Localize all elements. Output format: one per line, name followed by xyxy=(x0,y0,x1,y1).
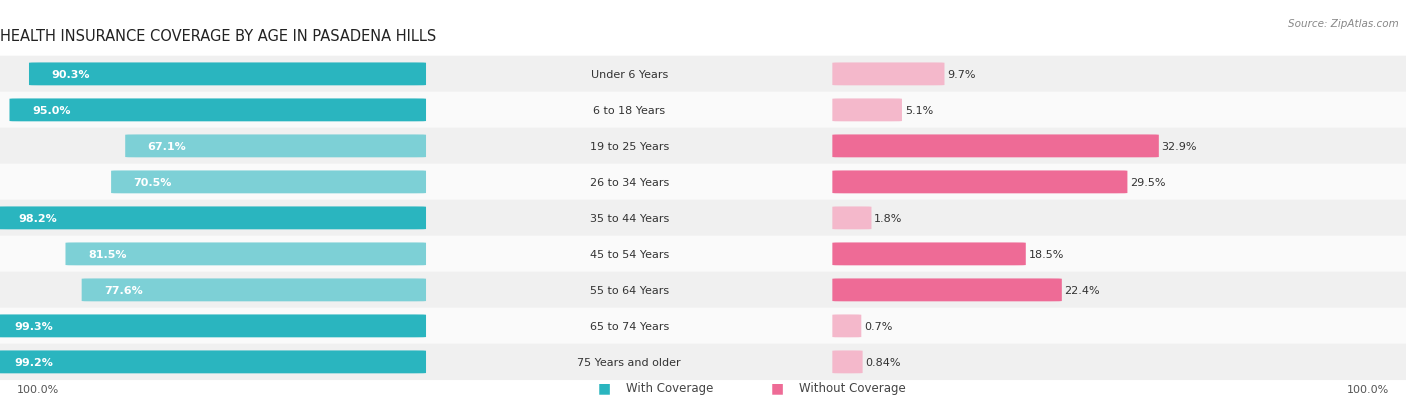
FancyBboxPatch shape xyxy=(125,135,426,158)
Text: 99.3%: 99.3% xyxy=(14,321,53,331)
FancyBboxPatch shape xyxy=(0,93,1406,129)
FancyBboxPatch shape xyxy=(0,164,1406,201)
Text: 75 Years and older: 75 Years and older xyxy=(578,357,681,367)
Text: 35 to 44 Years: 35 to 44 Years xyxy=(589,214,669,223)
FancyBboxPatch shape xyxy=(0,57,1406,93)
FancyBboxPatch shape xyxy=(832,99,903,122)
Text: 81.5%: 81.5% xyxy=(89,249,127,259)
FancyBboxPatch shape xyxy=(0,128,1406,165)
Text: 26 to 34 Years: 26 to 34 Years xyxy=(589,178,669,188)
Text: 98.2%: 98.2% xyxy=(18,214,58,223)
Text: 18.5%: 18.5% xyxy=(1029,249,1064,259)
FancyBboxPatch shape xyxy=(832,171,1128,194)
FancyBboxPatch shape xyxy=(0,315,426,337)
Text: 100.0%: 100.0% xyxy=(17,385,59,394)
FancyBboxPatch shape xyxy=(10,99,426,122)
Text: 19 to 25 Years: 19 to 25 Years xyxy=(589,142,669,152)
Text: 90.3%: 90.3% xyxy=(52,70,90,80)
FancyBboxPatch shape xyxy=(832,351,863,373)
Text: 95.0%: 95.0% xyxy=(32,106,70,116)
Text: With Coverage: With Coverage xyxy=(626,382,713,394)
FancyBboxPatch shape xyxy=(66,243,426,266)
FancyBboxPatch shape xyxy=(0,344,1406,380)
Text: 22.4%: 22.4% xyxy=(1064,285,1101,295)
Text: HEALTH INSURANCE COVERAGE BY AGE IN PASADENA HILLS: HEALTH INSURANCE COVERAGE BY AGE IN PASA… xyxy=(0,29,436,44)
FancyBboxPatch shape xyxy=(832,315,862,337)
FancyBboxPatch shape xyxy=(111,171,426,194)
Text: 100.0%: 100.0% xyxy=(1347,385,1389,394)
FancyBboxPatch shape xyxy=(832,207,872,230)
Text: ■: ■ xyxy=(598,380,610,394)
Text: 5.1%: 5.1% xyxy=(905,106,934,116)
Text: 32.9%: 32.9% xyxy=(1161,142,1197,152)
FancyBboxPatch shape xyxy=(0,308,1406,344)
Text: ■: ■ xyxy=(770,380,783,394)
FancyBboxPatch shape xyxy=(0,200,1406,237)
FancyBboxPatch shape xyxy=(0,351,426,373)
FancyBboxPatch shape xyxy=(832,63,945,86)
FancyBboxPatch shape xyxy=(0,207,426,230)
Text: 55 to 64 Years: 55 to 64 Years xyxy=(589,285,669,295)
Text: 65 to 74 Years: 65 to 74 Years xyxy=(589,321,669,331)
FancyBboxPatch shape xyxy=(30,63,426,86)
Text: 1.8%: 1.8% xyxy=(875,214,903,223)
Text: 77.6%: 77.6% xyxy=(104,285,143,295)
FancyBboxPatch shape xyxy=(832,279,1062,301)
FancyBboxPatch shape xyxy=(832,135,1159,158)
Text: Source: ZipAtlas.com: Source: ZipAtlas.com xyxy=(1288,19,1399,28)
Text: 45 to 54 Years: 45 to 54 Years xyxy=(589,249,669,259)
Text: Without Coverage: Without Coverage xyxy=(799,382,905,394)
Text: 70.5%: 70.5% xyxy=(134,178,172,188)
Text: 9.7%: 9.7% xyxy=(948,70,976,80)
FancyBboxPatch shape xyxy=(0,236,1406,273)
FancyBboxPatch shape xyxy=(0,272,1406,309)
Text: 6 to 18 Years: 6 to 18 Years xyxy=(593,106,665,116)
Text: 0.7%: 0.7% xyxy=(865,321,893,331)
Text: 29.5%: 29.5% xyxy=(1130,178,1166,188)
Text: 0.84%: 0.84% xyxy=(866,357,901,367)
FancyBboxPatch shape xyxy=(82,279,426,301)
Text: Under 6 Years: Under 6 Years xyxy=(591,70,668,80)
FancyBboxPatch shape xyxy=(832,243,1026,266)
Text: 99.2%: 99.2% xyxy=(14,357,53,367)
Text: 67.1%: 67.1% xyxy=(148,142,187,152)
